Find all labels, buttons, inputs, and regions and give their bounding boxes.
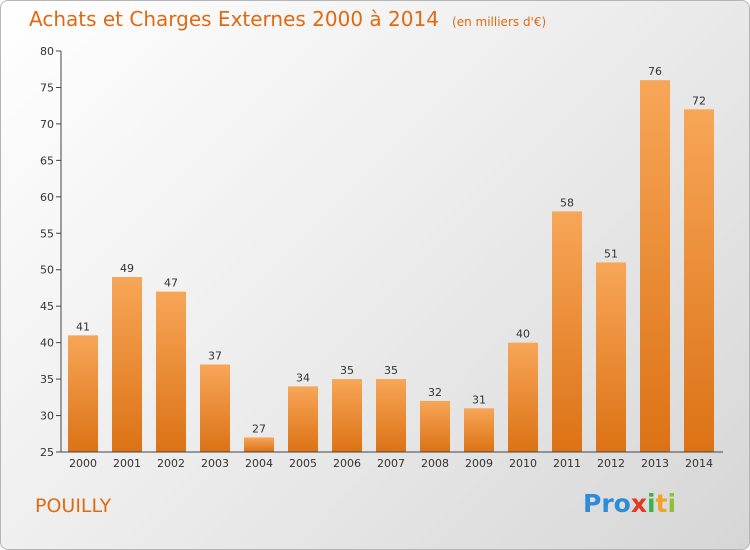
bar [156,291,186,452]
bar-value-label: 37 [208,350,222,363]
bar-value-label: 32 [428,386,442,399]
bar-value-label: 31 [472,393,486,406]
x-tick-label: 2014 [685,457,713,470]
logo-part: i [667,489,677,518]
bar [596,262,626,452]
chart-title: Achats et Charges Externes 2000 à 2014 [29,7,439,31]
bar-value-label: 35 [340,364,354,377]
bar [288,386,318,452]
bar [640,80,670,452]
x-axis: 2000 2001 2002 2003 2004 2005 2006 2007 2008 2009… [61,451,723,470]
proxiti-logo[interactable]: Proxiti [583,489,676,518]
x-tick-label: 2000 [69,457,97,470]
y-tick-label: 40 [40,337,54,350]
bar [684,109,714,452]
chart-title-block: Achats et Charges Externes 2000 à 2014 (… [29,7,546,31]
bar-value-label: 40 [516,328,530,341]
bar [464,408,494,452]
x-tick-label: 2006 [333,457,361,470]
y-tick-label: 55 [40,227,54,240]
bar [376,379,406,452]
chart-unit: (en milliers d'€) [452,15,547,29]
x-tick-label: 2010 [509,457,537,470]
bar-value-label: 27 [252,422,266,435]
bar [200,364,230,452]
logo-part: t [655,489,668,518]
bar-value-label: 41 [76,320,90,333]
y-tick-label: 75 [40,81,54,94]
bar-value-label: 51 [604,247,618,260]
bar [508,342,538,452]
y-tick-label: 70 [40,118,54,131]
logo-part: Pro [583,489,631,518]
y-tick-label: 25 [40,446,54,459]
y-tick-label: 60 [40,191,54,204]
x-tick-label: 2009 [465,457,493,470]
bar-value-label: 47 [164,277,178,290]
bar [112,277,142,452]
place-name: POUILLY [35,495,112,517]
bar [68,335,98,452]
bar-value-label: 58 [560,196,574,209]
x-tick-label: 2003 [201,457,229,470]
y-tick-label: 30 [40,410,54,423]
logo-part: i [646,489,656,518]
y-tick-label: 65 [40,154,54,167]
bar [244,437,274,452]
x-tick-label: 2011 [553,457,581,470]
y-tick-label: 35 [40,373,54,386]
y-tick-label: 80 [40,45,54,58]
x-tick-label: 2012 [597,457,625,470]
bars: 41 49 47 37 27 34 35 35 32 31 40 58 51 76 72 [68,65,714,452]
bar-value-label: 35 [384,364,398,377]
x-tick-label: 2005 [289,457,317,470]
y-tick-label: 45 [40,300,54,313]
y-axis: 25 30 35 40 45 50 55 60 65 70 75 80 [40,45,62,459]
x-tick-label: 2001 [113,457,141,470]
bar-value-label: 49 [120,262,134,275]
bar [552,211,582,452]
bar-value-label: 34 [296,371,310,384]
logo-part: x [630,489,647,518]
bar [420,400,450,452]
bar-value-label: 76 [648,65,662,78]
x-tick-label: 2008 [421,457,449,470]
x-tick-label: 2002 [157,457,185,470]
x-tick-label: 2004 [245,457,273,470]
y-tick-label: 50 [40,264,54,277]
bar [332,379,362,452]
bar-value-label: 72 [692,94,706,107]
x-tick-label: 2013 [641,457,669,470]
x-tick-label: 2007 [377,457,405,470]
